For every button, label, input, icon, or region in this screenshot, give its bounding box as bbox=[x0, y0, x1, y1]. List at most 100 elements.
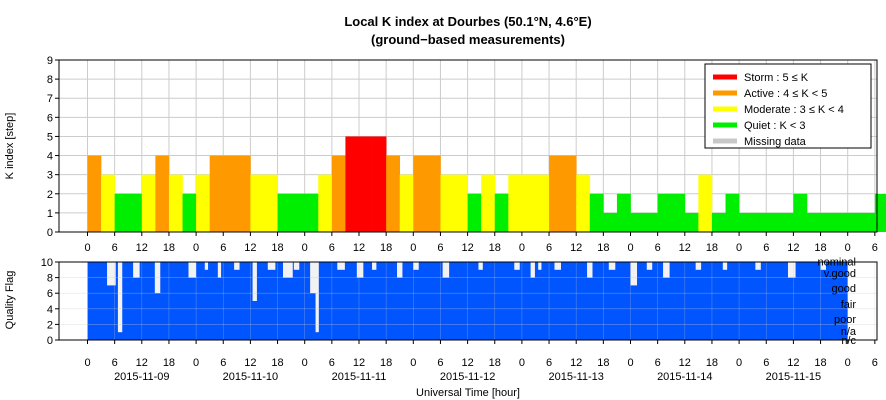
k-index-bar bbox=[657, 193, 672, 232]
quality-dip bbox=[315, 262, 319, 333]
k-index-bar bbox=[806, 212, 821, 232]
quality-category-label: fair bbox=[841, 299, 857, 311]
q-x-tick-label: 12 bbox=[353, 357, 365, 369]
k-y-tick-label: 9 bbox=[47, 55, 53, 67]
k-y-tick-label: 6 bbox=[47, 112, 53, 124]
quality-dip bbox=[820, 262, 826, 270]
k-index-bar bbox=[318, 174, 333, 232]
q-y-tick-label: 0 bbox=[47, 335, 53, 347]
q-x-tick-label: 12 bbox=[461, 357, 473, 369]
legend-label: Missing data bbox=[744, 136, 807, 148]
k-y-tick-label: 3 bbox=[47, 170, 53, 182]
k-x-tick-label: 6 bbox=[329, 242, 335, 254]
k-y-tick-label: 8 bbox=[47, 74, 53, 86]
k-index-bar bbox=[372, 136, 387, 232]
quality-category-label: v.good bbox=[824, 268, 856, 280]
k-x-tick-label: 12 bbox=[461, 242, 473, 254]
quality-dip bbox=[530, 262, 535, 278]
quality-dip bbox=[755, 262, 761, 270]
q-x-tick-label: 6 bbox=[546, 357, 552, 369]
quality-dip bbox=[554, 262, 561, 270]
quality-dip bbox=[663, 262, 670, 278]
quality-dip bbox=[646, 262, 653, 270]
k-index-bar bbox=[223, 155, 238, 232]
k-index-bar bbox=[603, 212, 618, 232]
q-y-tick-label: 6 bbox=[47, 288, 53, 300]
k-index-bar bbox=[467, 193, 482, 232]
q-x-tick-label: 0 bbox=[302, 357, 308, 369]
k-index-bar bbox=[101, 174, 115, 232]
k-x-tick-label: 18 bbox=[489, 242, 501, 254]
quality-dip bbox=[204, 262, 209, 270]
k-index-bar bbox=[359, 136, 373, 232]
k-x-tick-label: 0 bbox=[627, 242, 633, 254]
k-index-bar bbox=[331, 155, 346, 232]
k-x-tick-label: 0 bbox=[519, 242, 525, 254]
k-y-tick-label: 0 bbox=[47, 227, 53, 239]
k-index-bar bbox=[644, 212, 658, 232]
k-x-tick-label: 0 bbox=[845, 242, 851, 254]
quality-dip bbox=[293, 262, 300, 270]
k-index-bar bbox=[766, 212, 781, 232]
k-index-bar bbox=[141, 174, 156, 232]
quality-dip bbox=[514, 262, 520, 270]
k-index-bar bbox=[861, 212, 876, 232]
q-y-tick-label: 10 bbox=[41, 257, 53, 269]
k-x-tick-label: 0 bbox=[193, 242, 199, 254]
k-x-tick-label: 0 bbox=[736, 242, 742, 254]
k-index-bar bbox=[277, 193, 292, 232]
k-x-tick-label: 12 bbox=[679, 242, 691, 254]
legend-label: Storm : 5 ≤ K bbox=[744, 72, 809, 84]
k-index-bar bbox=[671, 193, 686, 232]
k-y-tick-label: 5 bbox=[47, 131, 53, 143]
q-x-tick-label: 0 bbox=[845, 357, 851, 369]
k-y-tick-label: 1 bbox=[47, 208, 53, 220]
quality-dip bbox=[630, 262, 638, 286]
k-index-bar bbox=[454, 174, 468, 232]
k-index-bar bbox=[114, 193, 129, 232]
k-index-bar bbox=[711, 212, 726, 232]
k-x-tick-label: 18 bbox=[814, 242, 826, 254]
quality-dip bbox=[107, 262, 116, 286]
q-x-tick-label: 12 bbox=[570, 357, 582, 369]
quality-dip bbox=[133, 262, 140, 278]
date-label: 2015-11-14 bbox=[657, 371, 712, 383]
quality-category-label: n/c bbox=[841, 335, 856, 347]
quality-dip bbox=[787, 262, 796, 278]
q-x-tick-label: 12 bbox=[787, 357, 799, 369]
k-index-bar bbox=[399, 174, 414, 232]
k-index-bar bbox=[386, 155, 401, 232]
quality-category-label: nominal bbox=[817, 257, 856, 269]
quality-category-label: good bbox=[832, 283, 856, 295]
k-index-bar bbox=[209, 155, 224, 232]
quality-axis-label: Quality Flag bbox=[4, 271, 16, 330]
k-index-bar bbox=[304, 193, 319, 232]
k-index-bar bbox=[481, 174, 496, 232]
q-x-tick-label: 6 bbox=[763, 357, 769, 369]
q-x-tick-label: 6 bbox=[329, 357, 335, 369]
k-index-bar bbox=[589, 193, 604, 232]
k-y-tick-label: 4 bbox=[47, 151, 53, 163]
k-x-tick-label: 6 bbox=[220, 242, 226, 254]
quality-dip bbox=[356, 262, 364, 278]
q-x-tick-label: 6 bbox=[872, 357, 878, 369]
quality-dip bbox=[397, 262, 403, 278]
date-label: 2015-11-11 bbox=[332, 371, 387, 383]
k-index-bar bbox=[345, 136, 360, 232]
quality-dip bbox=[234, 262, 240, 270]
quality-dip bbox=[413, 262, 419, 270]
k-x-tick-label: 18 bbox=[706, 242, 718, 254]
k-index-bar bbox=[182, 193, 197, 232]
k-index-bar bbox=[508, 174, 523, 232]
k-x-tick-label: 18 bbox=[380, 242, 392, 254]
k-x-tick-label: 18 bbox=[163, 242, 175, 254]
k-index-bar bbox=[87, 155, 102, 232]
k-index-bar bbox=[236, 155, 251, 232]
q-x-tick-label: 12 bbox=[244, 357, 256, 369]
q-y-tick-label: 4 bbox=[47, 304, 53, 316]
quality-dip bbox=[722, 262, 728, 270]
date-label: 2015-11-13 bbox=[548, 371, 603, 383]
